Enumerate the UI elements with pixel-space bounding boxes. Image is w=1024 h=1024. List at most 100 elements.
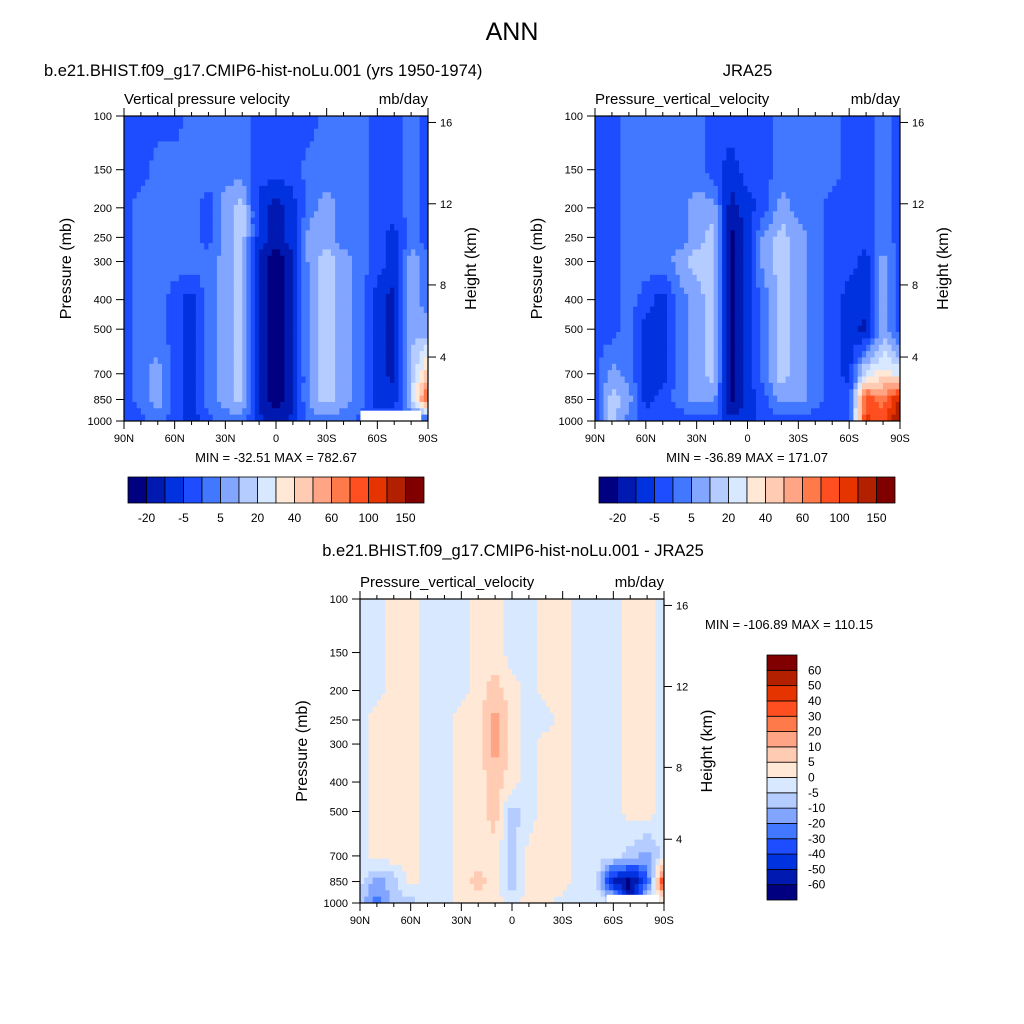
contour-cell <box>772 230 778 238</box>
contour-cell <box>777 116 782 123</box>
contour-cell <box>288 293 294 301</box>
contour-cell <box>314 395 319 403</box>
contour-cell <box>628 185 634 193</box>
contour-cell <box>276 338 281 346</box>
contour-cell <box>128 224 133 231</box>
contour-cell <box>352 198 357 206</box>
contour-cell <box>679 166 685 174</box>
contour-cell <box>132 312 138 320</box>
contour-cell <box>140 382 146 390</box>
contour-cell <box>402 382 408 390</box>
contour-cell <box>208 351 214 358</box>
contour-cell <box>280 306 285 314</box>
contour-cell <box>292 287 298 295</box>
contour-cell <box>381 255 387 263</box>
contour-cell <box>377 128 382 136</box>
contour-cell <box>301 128 306 136</box>
contour-cell <box>633 128 638 136</box>
contour-cell <box>402 135 408 142</box>
contour-cell <box>785 160 791 168</box>
contour-cell <box>798 224 803 231</box>
contour-cell <box>423 408 429 416</box>
contour-cell <box>166 230 171 238</box>
contour-cell <box>895 160 901 168</box>
contour-cell <box>225 230 230 238</box>
contour-cell <box>849 128 854 136</box>
contour-cell <box>616 173 621 180</box>
contour-cell <box>415 204 420 212</box>
contour-cell <box>242 332 247 339</box>
contour-cell <box>402 395 408 403</box>
contour-cell <box>140 243 146 250</box>
contour-cell <box>853 147 859 155</box>
contour-cell <box>162 141 167 149</box>
contour-cell <box>364 255 370 263</box>
contour-cell <box>832 236 837 244</box>
contour-cell <box>423 249 429 257</box>
contour-cell <box>339 192 344 199</box>
contour-cell <box>128 230 133 238</box>
contour-cell <box>849 204 854 212</box>
contour-cell <box>688 160 693 168</box>
contour-cell <box>423 414 429 422</box>
contour-cell <box>271 128 277 136</box>
contour-cell <box>145 357 150 365</box>
contour-cell <box>692 135 698 142</box>
contour-cell <box>616 166 621 174</box>
contour-cell <box>204 274 209 282</box>
contour-cell <box>178 389 184 396</box>
contour-cell <box>832 217 837 225</box>
contour-cell <box>191 249 197 257</box>
contour-cell <box>840 154 846 161</box>
contour-cell <box>402 287 408 295</box>
contour-cell <box>267 306 273 314</box>
contour-cell <box>225 154 230 161</box>
contour-cell <box>343 141 349 149</box>
contour-cell <box>785 204 791 212</box>
contour-cell <box>356 116 361 123</box>
contour-cell <box>819 217 825 225</box>
contour-cell <box>616 141 621 149</box>
contour-cell <box>212 211 218 219</box>
contour-cell <box>730 230 736 238</box>
contour-cell <box>195 198 201 206</box>
contour-cell <box>183 332 188 339</box>
contour-cell <box>717 135 723 142</box>
contour-cell <box>381 154 387 161</box>
contour-cell <box>145 243 150 250</box>
contour-cell <box>305 243 311 250</box>
contour-cell <box>789 230 795 238</box>
contour-cell <box>128 262 133 269</box>
contour-cell <box>212 185 218 193</box>
contour-cell <box>373 306 378 314</box>
contour-cell <box>246 401 252 409</box>
contour-cell <box>722 141 727 149</box>
contour-cell <box>250 363 256 371</box>
contour-cell <box>208 141 214 149</box>
contour-cell <box>166 300 171 308</box>
contour-cell <box>132 370 138 377</box>
contour-cell <box>229 198 235 206</box>
contour-cell <box>781 236 787 244</box>
contour-cell <box>811 122 816 130</box>
contour-cell <box>267 281 273 288</box>
contour-cell <box>170 401 176 409</box>
contour-cell <box>276 332 281 339</box>
contour-cell <box>166 249 171 257</box>
contour-cell <box>233 249 239 257</box>
contour-cell <box>157 389 163 396</box>
contour-cell <box>166 268 171 276</box>
contour-cell <box>398 128 404 136</box>
contour-cell <box>874 179 880 187</box>
contour-cell <box>637 192 642 199</box>
contour-cell <box>145 376 150 384</box>
contour-cell <box>777 230 782 238</box>
contour-cell <box>411 382 416 390</box>
contour-cell <box>633 211 638 219</box>
contour-cell <box>263 287 268 295</box>
contour-cell <box>726 230 731 238</box>
contour-cell <box>301 293 306 301</box>
contour-cell <box>166 319 171 327</box>
contour-cell <box>394 319 399 327</box>
contour-cell <box>751 204 757 212</box>
